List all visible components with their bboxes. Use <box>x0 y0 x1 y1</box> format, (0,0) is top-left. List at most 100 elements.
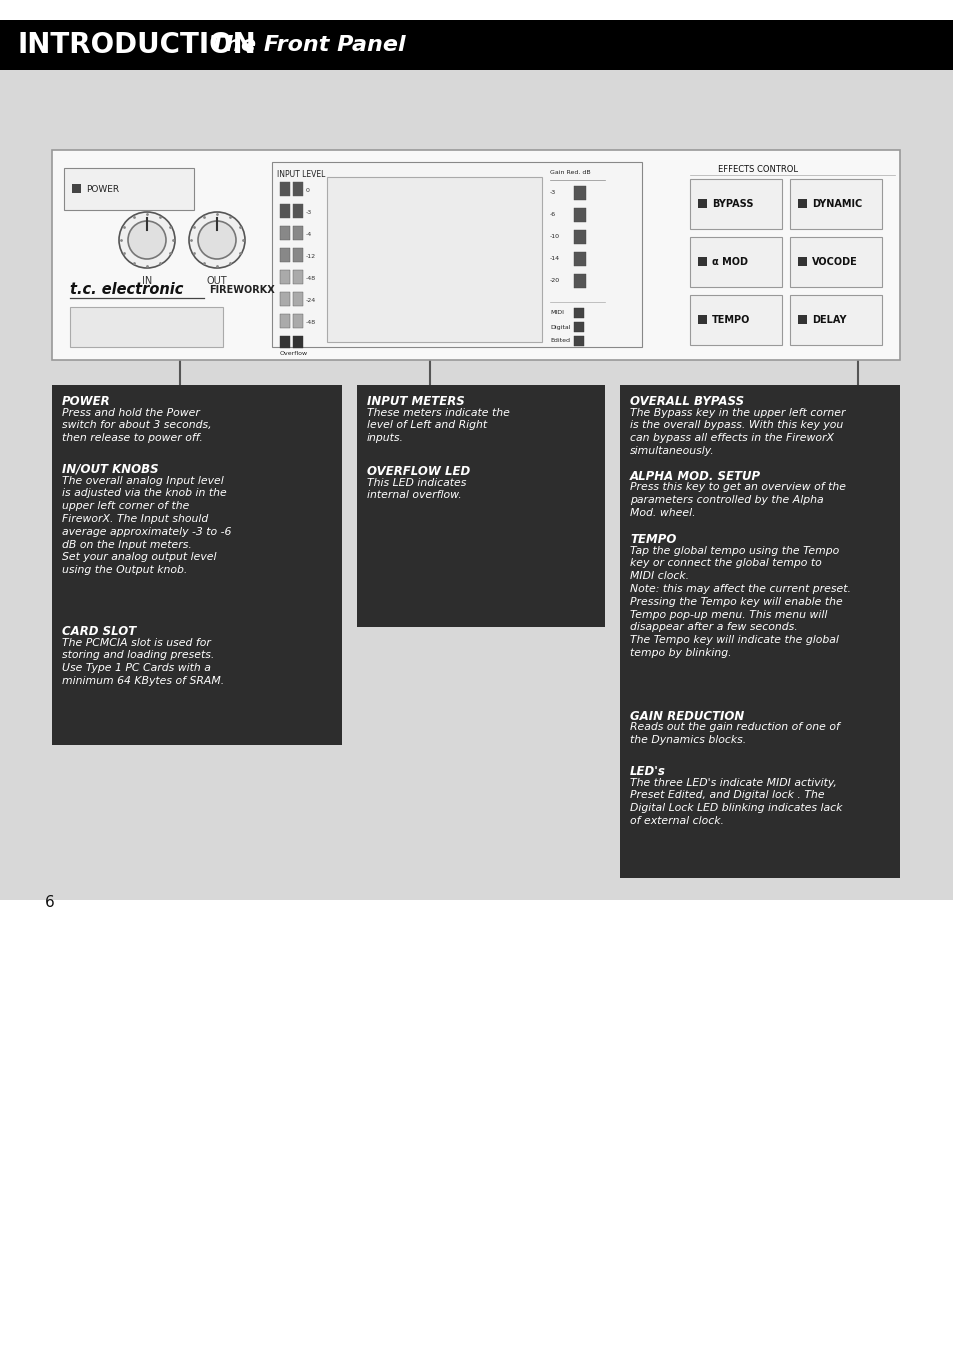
Bar <box>0 0 953 20</box>
Text: -10: -10 <box>550 235 559 239</box>
Bar <box>689 236 781 286</box>
Text: INTRODUCTION: INTRODUCTION <box>18 31 256 59</box>
Text: The Bypass key in the upper left corner
is the overall bypass. With this key you: The Bypass key in the upper left corner … <box>629 408 844 455</box>
Bar <box>280 182 290 196</box>
Bar <box>574 308 583 317</box>
Circle shape <box>198 222 235 259</box>
Bar <box>574 274 585 288</box>
Bar <box>280 249 290 262</box>
Text: MIDI: MIDI <box>550 311 563 316</box>
Bar <box>280 292 290 305</box>
Text: -12: -12 <box>306 254 315 258</box>
Text: -14: -14 <box>550 257 559 262</box>
Bar <box>574 230 585 245</box>
Bar <box>280 270 290 284</box>
Text: INPUT LEVEL: INPUT LEVEL <box>276 170 325 178</box>
Text: 6: 6 <box>45 894 54 911</box>
Bar <box>797 199 806 208</box>
Text: Press this key to get an overview of the
parameters controlled by the Alpha
Mod.: Press this key to get an overview of the… <box>629 482 845 517</box>
Text: TEMPO: TEMPO <box>629 534 676 546</box>
Text: -48: -48 <box>306 276 315 281</box>
Bar <box>797 257 806 266</box>
Bar <box>71 184 81 193</box>
Bar <box>293 182 303 196</box>
Text: DELAY: DELAY <box>811 315 845 326</box>
Text: POWER: POWER <box>86 185 119 193</box>
Text: OVERFLOW LED: OVERFLOW LED <box>367 465 470 478</box>
Text: BYPASS: BYPASS <box>711 199 753 209</box>
Bar <box>0 70 953 900</box>
Text: The Front Panel: The Front Panel <box>210 35 405 55</box>
Bar <box>280 204 290 218</box>
Bar <box>619 385 899 878</box>
Text: -4: -4 <box>306 231 312 236</box>
Bar <box>280 336 290 349</box>
Text: The PCMCIA slot is used for
storing and loading presets.
Use Type 1 PC Cards wit: The PCMCIA slot is used for storing and … <box>62 638 224 686</box>
Bar <box>698 257 706 266</box>
Text: This LED indicates
internal overflow.: This LED indicates internal overflow. <box>367 477 466 500</box>
Text: -24: -24 <box>306 297 315 303</box>
Text: Reads out the gain reduction of one of
the Dynamics blocks.: Reads out the gain reduction of one of t… <box>629 723 839 746</box>
Bar <box>70 307 223 347</box>
Text: CARD SLOT: CARD SLOT <box>62 626 136 638</box>
Text: FIREWORKX: FIREWORKX <box>209 285 274 295</box>
Bar <box>280 226 290 240</box>
Text: The overall analog Input level
is adjusted via the knob in the
upper left corner: The overall analog Input level is adjust… <box>62 476 232 576</box>
Text: Overflow: Overflow <box>280 351 308 357</box>
Bar <box>574 186 585 200</box>
Bar <box>52 385 341 744</box>
Text: -3: -3 <box>550 190 556 196</box>
Bar <box>789 178 882 230</box>
Text: IN: IN <box>142 276 152 286</box>
Bar <box>574 322 583 332</box>
Bar <box>0 20 953 70</box>
Text: Tap the global tempo using the Tempo
key or connect the global tempo to
MIDI clo: Tap the global tempo using the Tempo key… <box>629 546 850 658</box>
Text: OVERALL BYPASS: OVERALL BYPASS <box>629 394 743 408</box>
Bar <box>293 292 303 305</box>
Bar <box>698 199 706 208</box>
Bar <box>689 295 781 345</box>
Text: -6: -6 <box>550 212 556 218</box>
Text: Press and hold the Power
switch for about 3 seconds,
then release to power off.: Press and hold the Power switch for abou… <box>62 408 212 443</box>
Text: ALPHA MOD. SETUP: ALPHA MOD. SETUP <box>629 470 760 484</box>
Bar <box>293 270 303 284</box>
Bar <box>797 315 806 324</box>
Text: TEMPO: TEMPO <box>711 315 750 326</box>
Bar <box>52 150 899 359</box>
Bar <box>293 204 303 218</box>
Text: 0: 0 <box>306 188 310 192</box>
Bar <box>293 226 303 240</box>
Circle shape <box>189 212 245 267</box>
Bar <box>272 162 641 347</box>
Circle shape <box>119 212 174 267</box>
Bar <box>64 168 193 209</box>
Bar <box>698 315 706 324</box>
Bar <box>293 313 303 328</box>
Text: VOCODE: VOCODE <box>811 257 857 267</box>
Bar <box>789 236 882 286</box>
Text: IN/OUT KNOBS: IN/OUT KNOBS <box>62 463 158 476</box>
Text: The three LED's indicate MIDI activity,
Preset Edited, and Digital lock . The
Di: The three LED's indicate MIDI activity, … <box>629 777 841 825</box>
Text: -3: -3 <box>306 209 312 215</box>
Text: Digital: Digital <box>550 324 570 330</box>
Text: DYNAMIC: DYNAMIC <box>811 199 862 209</box>
Text: LED's: LED's <box>629 765 665 778</box>
Bar <box>356 385 604 627</box>
Bar <box>574 208 585 222</box>
Bar <box>293 336 303 349</box>
Text: Gain Red. dB: Gain Red. dB <box>550 170 590 176</box>
Bar <box>574 336 583 346</box>
Bar <box>293 249 303 262</box>
Text: INPUT METERS: INPUT METERS <box>367 394 464 408</box>
Text: Edited: Edited <box>550 339 569 343</box>
Text: OUT: OUT <box>207 276 227 286</box>
Text: t.c. electronic: t.c. electronic <box>70 282 183 297</box>
Text: -20: -20 <box>550 278 559 284</box>
Text: EFFECTS CONTROL: EFFECTS CONTROL <box>718 165 797 174</box>
Text: α MOD: α MOD <box>711 257 747 267</box>
Text: GAIN REDUCTION: GAIN REDUCTION <box>629 711 743 723</box>
Text: These meters indicate the
level of Left and Right
inputs.: These meters indicate the level of Left … <box>367 408 509 443</box>
Circle shape <box>128 222 166 259</box>
Bar <box>689 178 781 230</box>
Bar <box>789 295 882 345</box>
